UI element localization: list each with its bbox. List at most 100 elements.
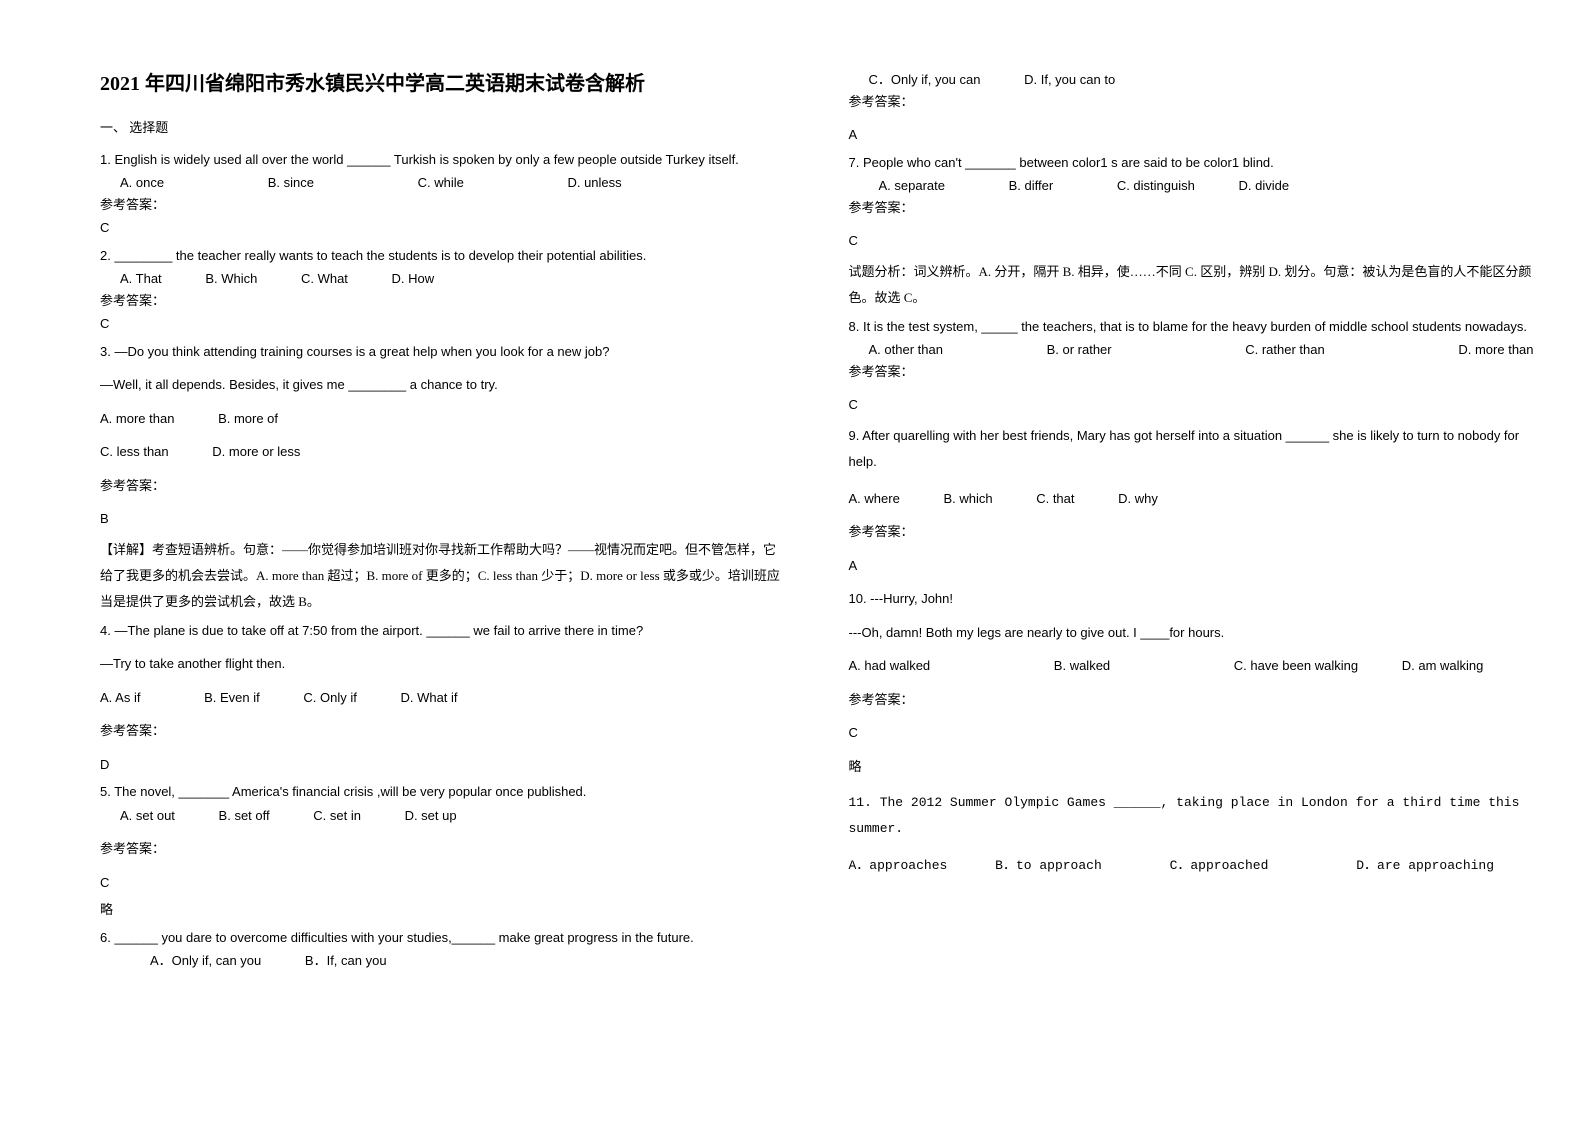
q1-options: A. once B. since C. while D. unless	[100, 173, 789, 193]
q4-answer: D	[100, 755, 789, 775]
q9-answer-label: 参考答案：	[849, 522, 1538, 542]
q11-text: 11. The 2012 Summer Olympic Games ______…	[849, 790, 1538, 842]
q5-note: 略	[100, 900, 789, 920]
q11-options: A．approaches B．to approach C．approached …	[849, 856, 1538, 876]
q11-optA: A．approaches	[849, 858, 948, 873]
q4-line1: 4. —The plane is due to take off at 7:50…	[100, 621, 789, 641]
q3-answer: B	[100, 509, 789, 529]
q7-optC: C. distinguish	[1117, 178, 1195, 193]
q1-optB: B. since	[268, 175, 314, 190]
q4-line2: —Try to take another flight then.	[100, 654, 789, 674]
q9-optD: D. why	[1118, 491, 1158, 506]
document-title: 2021 年四川省绵阳市秀水镇民兴中学高二英语期末试卷含解析	[100, 70, 789, 98]
q6-options-row2: C．Only if, you can D. If, you can to	[849, 70, 1538, 90]
q10-optB: B. walked	[1054, 658, 1110, 673]
q2-options: A. That B. Which C. What D. How	[100, 269, 789, 289]
q6-optC: C．Only if, you can	[869, 72, 981, 87]
q9-options: A. where B. which C. that D. why	[849, 489, 1538, 509]
q3-line2: —Well, it all depends. Besides, it gives…	[100, 375, 789, 395]
q10-note: 略	[849, 757, 1538, 777]
q9-optA: A. where	[849, 491, 900, 506]
q8-optB: B. or rather	[1047, 342, 1112, 357]
q6-optD: D. If, you can to	[1024, 72, 1115, 87]
q1-text: 1. English is widely used all over the w…	[100, 150, 789, 170]
q8-answer-label: 参考答案：	[849, 362, 1538, 382]
q5-options: A. set out B. set off C. set in D. set u…	[100, 806, 789, 826]
q2-optC: C. What	[301, 271, 348, 286]
q7-answer: C	[849, 231, 1538, 251]
q3-line1: 3. —Do you think attending training cour…	[100, 342, 789, 362]
q9-answer: A	[849, 556, 1538, 576]
q9-optB: B. which	[943, 491, 992, 506]
q5-optB: B. set off	[219, 808, 270, 823]
q4-options: A. As if B. Even if C. Only if D. What i…	[100, 688, 789, 708]
q3-optC: C. less than	[100, 444, 169, 459]
q10-optA: A. had walked	[849, 658, 931, 673]
q3-optD: D. more or less	[212, 444, 300, 459]
q1-answer-label: 参考答案：	[100, 195, 789, 215]
q1-optA: A. once	[120, 175, 164, 190]
q2-optB: B. Which	[205, 271, 257, 286]
q6-options-row1: A．Only if, can you B．If, can you	[100, 951, 789, 971]
q4-optD: D. What if	[400, 690, 457, 705]
page-container: 2021 年四川省绵阳市秀水镇民兴中学高二英语期末试卷含解析 一、 选择题 1.…	[100, 70, 1537, 973]
q2-answer-label: 参考答案：	[100, 291, 789, 311]
q1-optC: C. while	[418, 175, 464, 190]
q5-answer-label: 参考答案：	[100, 839, 789, 859]
q3-optB: B. more of	[218, 411, 278, 426]
q7-text: 7. People who can't _______ between colo…	[849, 153, 1538, 173]
q5-text: 5. The novel, _______ America's financia…	[100, 782, 789, 802]
q6-answer-label: 参考答案：	[849, 92, 1538, 112]
q7-options: A. separate B. differ C. distinguish D. …	[849, 176, 1538, 196]
q1-optD: D. unless	[567, 175, 621, 190]
q8-text: 8. It is the test system, _____ the teac…	[849, 317, 1538, 337]
q10-line2: ---Oh, damn! Both my legs are nearly to …	[849, 623, 1538, 643]
q6-text: 6. ______ you dare to overcome difficult…	[100, 928, 789, 948]
section-header: 一、 选择题	[100, 118, 789, 138]
q9-optC: C. that	[1036, 491, 1074, 506]
q10-optD: D. am walking	[1402, 658, 1484, 673]
q10-answer: C	[849, 723, 1538, 743]
right-column: C．Only if, you can D. If, you can to 参考答…	[849, 70, 1538, 973]
q10-options: A. had walked B. walked C. have been wal…	[849, 656, 1538, 676]
q11-optC: C．approached	[1170, 858, 1269, 873]
q5-answer: C	[100, 873, 789, 893]
q4-optC: C. Only if	[303, 690, 356, 705]
q5-optC: C. set in	[313, 808, 361, 823]
q4-optA: A. As if	[100, 690, 140, 705]
left-column: 2021 年四川省绵阳市秀水镇民兴中学高二英语期末试卷含解析 一、 选择题 1.…	[100, 70, 789, 973]
q3-optA: A. more than	[100, 411, 174, 426]
q7-explain: 试题分析：词义辨析。A. 分开，隔开 B. 相异，使……不同 C. 区别，辨别 …	[849, 259, 1538, 311]
q10-answer-label: 参考答案：	[849, 690, 1538, 710]
q9-text: 9. After quarelling with her best friend…	[849, 423, 1538, 475]
q10-optC: C. have been walking	[1234, 658, 1358, 673]
q3-options-row1: A. more than B. more of	[100, 409, 789, 429]
q8-optC: C. rather than	[1245, 342, 1325, 357]
q8-answer: C	[849, 395, 1538, 415]
q2-answer: C	[100, 314, 789, 334]
q7-optA: A. separate	[879, 178, 946, 193]
q4-answer-label: 参考答案：	[100, 721, 789, 741]
q6-optA: A．Only if, can you	[150, 953, 261, 968]
q8-optD: D. more than	[1458, 342, 1533, 357]
q11-optD: D．are approaching	[1356, 858, 1494, 873]
q2-optD: D. How	[392, 271, 435, 286]
q3-answer-label: 参考答案：	[100, 476, 789, 496]
q7-answer-label: 参考答案：	[849, 198, 1538, 218]
q5-optA: A. set out	[120, 808, 175, 823]
q10-line1: 10. ---Hurry, John!	[849, 589, 1538, 609]
q8-options: A. other than B. or rather C. rather tha…	[849, 340, 1538, 360]
q8-optA: A. other than	[869, 342, 943, 357]
q4-optB: B. Even if	[204, 690, 260, 705]
q5-optD: D. set up	[405, 808, 457, 823]
q2-text: 2. ________ the teacher really wants to …	[100, 246, 789, 266]
q3-options-row2: C. less than D. more or less	[100, 442, 789, 462]
q2-optA: A. That	[120, 271, 162, 286]
q6-optB: B．If, can you	[305, 953, 387, 968]
q7-optB: B. differ	[1009, 178, 1054, 193]
q6-answer: A	[849, 125, 1538, 145]
q1-answer: C	[100, 218, 789, 238]
q3-explain: 【详解】考查短语辨析。句意：——你觉得参加培训班对你寻找新工作帮助大吗？——视情…	[100, 537, 789, 615]
q7-optD: D. divide	[1238, 178, 1289, 193]
q11-optB: B．to approach	[995, 858, 1102, 873]
